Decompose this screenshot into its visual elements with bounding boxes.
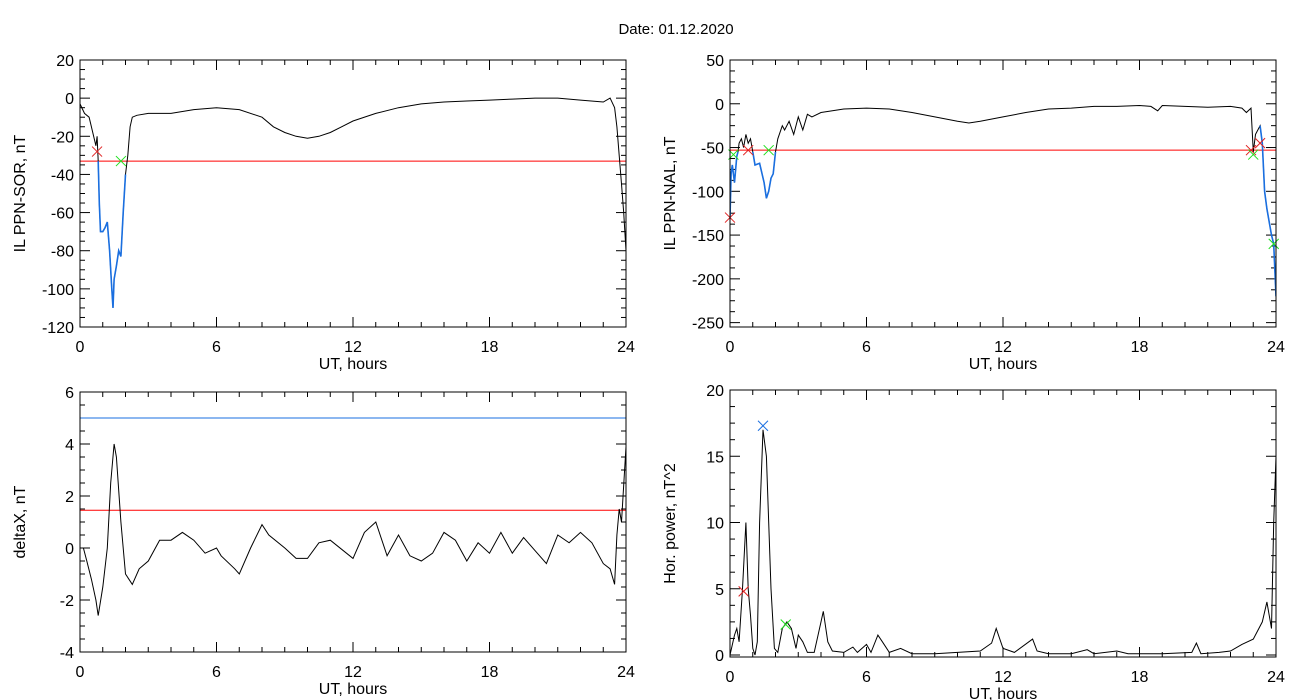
y-tick-label: -40 bbox=[51, 167, 74, 184]
x-tick-label: 24 bbox=[617, 664, 635, 681]
y-tick-label: 0 bbox=[715, 648, 724, 665]
x-tick-label: 6 bbox=[862, 669, 871, 686]
marker-cross bbox=[763, 144, 775, 156]
marker-cross bbox=[1268, 238, 1280, 250]
plot-frame bbox=[79, 391, 627, 653]
x-tick-label: 12 bbox=[344, 339, 362, 356]
y-tick-label: 5 bbox=[715, 582, 724, 599]
y-tick-label: -60 bbox=[51, 206, 74, 223]
plot-frame bbox=[729, 59, 1277, 328]
y-tick-label: 0 bbox=[715, 97, 724, 114]
x-tick-label: 12 bbox=[344, 664, 362, 681]
y-tick-label: -4 bbox=[60, 645, 74, 662]
marker-cross bbox=[757, 420, 769, 432]
highlight-segment bbox=[730, 151, 739, 218]
panel-sor: 0 6 12 18 24 20 0 -20 -40 -60 -80 -100 -120 UT, hours… bbox=[12, 53, 635, 373]
series-line bbox=[80, 443, 626, 616]
series-line bbox=[730, 104, 1276, 297]
x-axis-label: UT, hours bbox=[319, 681, 387, 698]
plot-area bbox=[730, 104, 1276, 297]
x-tick-label: 6 bbox=[212, 664, 221, 681]
y-axis-label: IL PPN-SOR, nT bbox=[12, 134, 29, 252]
marker-cross bbox=[738, 586, 750, 597]
y-tick-label: 4 bbox=[65, 437, 74, 454]
y-tick-label: -20 bbox=[51, 129, 74, 146]
y-tick-label: 0 bbox=[65, 541, 74, 558]
marker-cross bbox=[1247, 149, 1259, 160]
y-axis-label: IL PPN-NAL, nT bbox=[662, 136, 679, 250]
x-tick-label: 6 bbox=[862, 339, 871, 356]
marker-cross bbox=[115, 155, 127, 167]
y-tick-label: -100 bbox=[692, 184, 724, 201]
y-tick-label: 0 bbox=[65, 91, 74, 108]
y-tick-label: -2 bbox=[60, 593, 74, 610]
x-tick-label: 12 bbox=[994, 669, 1012, 686]
y-tick-label: 20 bbox=[56, 53, 74, 70]
x-tick-label: 0 bbox=[76, 664, 85, 681]
y-tick-label: 15 bbox=[706, 449, 724, 466]
plot-area bbox=[80, 97, 626, 308]
x-tick-label: 18 bbox=[1131, 669, 1149, 686]
x-axis-label: UT, hours bbox=[969, 356, 1037, 373]
highlight-segment bbox=[1259, 125, 1276, 297]
y-tick-label: 20 bbox=[706, 383, 724, 400]
x-tick-label: 0 bbox=[76, 339, 85, 356]
series-line bbox=[730, 429, 1276, 656]
y-axis-label: Hor. power, nT^2 bbox=[662, 463, 679, 584]
x-tick-label: 0 bbox=[726, 339, 735, 356]
y-tick-label: -150 bbox=[692, 228, 724, 245]
panel-deltax: 0 6 12 18 24 6 4 2 0 -2 -4 UT, hours deltaX, nT bbox=[12, 385, 635, 698]
x-tick-label: 18 bbox=[481, 664, 499, 681]
plot-frame bbox=[79, 59, 627, 328]
marker-cross bbox=[742, 144, 754, 156]
y-tick-label: 2 bbox=[65, 489, 74, 506]
y-tick-label: 6 bbox=[65, 385, 74, 402]
marker-cross bbox=[1254, 137, 1266, 149]
y-tick-label: 10 bbox=[706, 516, 724, 533]
plot-area bbox=[730, 429, 1276, 656]
y-tick-label: -80 bbox=[51, 244, 74, 261]
y-axis-label: deltaX, nT bbox=[12, 485, 29, 558]
x-tick-label: 18 bbox=[1131, 339, 1149, 356]
x-axis-label: UT, hours bbox=[969, 686, 1037, 700]
y-tick-label: -120 bbox=[42, 320, 74, 337]
highlight-segment bbox=[97, 161, 127, 308]
x-tick-label: 18 bbox=[481, 339, 499, 356]
y-tick-label: -50 bbox=[701, 141, 724, 158]
y-tick-label: -200 bbox=[692, 272, 724, 289]
plot-frame bbox=[729, 389, 1277, 658]
x-tick-label: 0 bbox=[726, 669, 735, 686]
x-tick-label: 12 bbox=[994, 339, 1012, 356]
x-tick-label: 24 bbox=[617, 339, 635, 356]
series-line bbox=[80, 97, 626, 308]
x-tick-label: 6 bbox=[212, 339, 221, 356]
x-axis-label: UT, hours bbox=[319, 356, 387, 373]
highlight-segment bbox=[752, 151, 777, 199]
panel-power: 0 6 12 18 24 20 15 10 5 0 UT, hours Hor. power, nT^… bbox=[662, 383, 1285, 700]
figure-title: Date: 01.12.2020 bbox=[618, 21, 733, 38]
y-tick-label: -250 bbox=[692, 316, 724, 333]
x-tick-label: 24 bbox=[1267, 669, 1285, 686]
panel-nal: 0 6 12 18 24 50 0 -50 -100 -150 -200 -250 UT, hours I… bbox=[662, 53, 1285, 373]
x-tick-label: 24 bbox=[1267, 339, 1285, 356]
plot-area bbox=[80, 417, 626, 616]
y-tick-label: -100 bbox=[42, 282, 74, 299]
marker-cross bbox=[91, 146, 103, 157]
marker-cross bbox=[780, 619, 792, 630]
y-tick-label: 50 bbox=[706, 53, 724, 70]
